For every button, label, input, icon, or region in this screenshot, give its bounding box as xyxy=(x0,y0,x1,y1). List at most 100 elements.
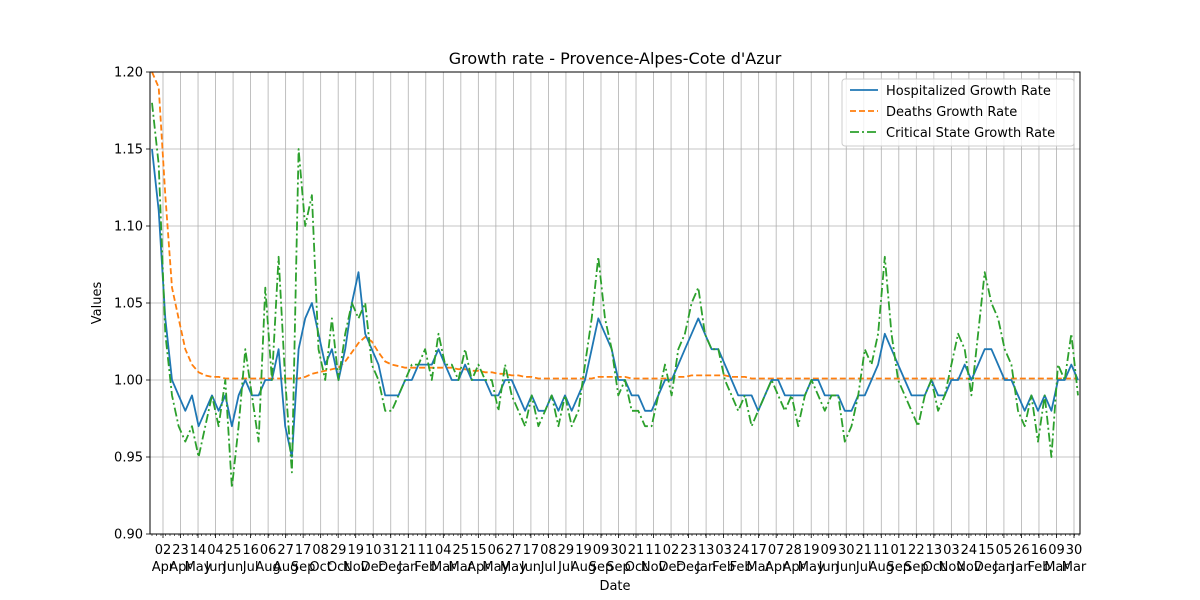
y-axis: 0.90 0.95 1.00 1.05 1.10 1.15 1.20 xyxy=(114,66,150,543)
x-tick-day: 24 xyxy=(733,543,750,558)
x-tick-day: 04 xyxy=(207,543,224,558)
x-tick-day: 31 xyxy=(382,543,399,558)
x-tick-day: 28 xyxy=(785,543,802,558)
critical-growth-line xyxy=(151,102,1079,489)
x-tick-month: May xyxy=(500,560,527,575)
x-tick-month: Dec xyxy=(676,560,701,575)
x-tick-day: 17 xyxy=(295,543,312,558)
x-tick-month: Jun xyxy=(835,560,856,575)
x-tick-day: 22 xyxy=(908,543,925,558)
x-tick-day: 23 xyxy=(172,543,189,558)
x-tick-day: 04 xyxy=(435,543,452,558)
x-tick-day: 27 xyxy=(505,543,522,558)
x-tick-day: 06 xyxy=(260,543,277,558)
deaths-growth-line xyxy=(151,72,1078,380)
x-tick-day: 26 xyxy=(1013,543,1030,558)
x-tick-month: May xyxy=(482,560,509,575)
x-tick-month: Jul xyxy=(540,560,557,575)
x-tick-day: 08 xyxy=(312,543,329,558)
x-tick-day: 02 xyxy=(155,543,172,558)
x-tick-month: Nov xyxy=(939,560,965,575)
x-tick-month: Dec xyxy=(658,560,683,575)
y-tick-label: 1.10 xyxy=(114,220,143,235)
x-axis: 02Apr23Apr14May04Jun25Jun16Jul06Aug27Aug… xyxy=(151,534,1087,575)
x-tick-day: 08 xyxy=(540,543,557,558)
x-tick-day: 15 xyxy=(978,543,995,558)
x-tick-month: Aug xyxy=(571,560,596,575)
x-tick-month: Apr xyxy=(169,560,192,575)
x-tick-month: Nov xyxy=(956,560,982,575)
x-tick-month: Mar xyxy=(449,560,474,575)
x-tick-month: Feb xyxy=(712,560,735,575)
x-tick-day: 21 xyxy=(628,543,645,558)
x-tick-day: 19 xyxy=(803,543,820,558)
x-tick-day: 17 xyxy=(750,543,767,558)
x-tick-month: Sep xyxy=(291,560,316,575)
x-tick-month: Jun xyxy=(222,560,243,575)
x-tick-day: 23 xyxy=(680,543,697,558)
y-tick-label: 1.15 xyxy=(114,143,143,158)
x-tick-day: 27 xyxy=(277,543,294,558)
x-tick-month: Aug xyxy=(255,560,280,575)
x-tick-month: Jan xyxy=(993,560,1014,575)
x-tick-day: 29 xyxy=(558,543,575,558)
chart-title: Growth rate - Provence-Alpes-Cote d'Azur xyxy=(449,49,782,68)
x-tick-day: 02 xyxy=(663,543,680,558)
x-tick-day: 21 xyxy=(400,543,417,558)
hospitalized-growth-line xyxy=(151,148,1079,458)
x-tick-month: Mar xyxy=(1062,560,1087,575)
y-tick-label: 1.05 xyxy=(114,297,143,312)
x-tick-day: 30 xyxy=(838,543,855,558)
x-tick-day: 11 xyxy=(418,543,435,558)
x-tick-month: Feb xyxy=(730,560,753,575)
x-tick-month: May xyxy=(185,560,212,575)
x-tick-day: 09 xyxy=(1048,543,1065,558)
x-tick-day: 25 xyxy=(453,543,470,558)
x-tick-month: May xyxy=(798,560,825,575)
x-tick-day: 03 xyxy=(715,543,732,558)
x-tick-day: 29 xyxy=(330,543,347,558)
x-tick-day: 19 xyxy=(347,543,364,558)
x-tick-month: Jun xyxy=(204,560,225,575)
x-tick-month: Feb xyxy=(414,560,437,575)
x-tick-month: Jan xyxy=(397,560,418,575)
x-tick-day: 03 xyxy=(943,543,960,558)
x-tick-day: 09 xyxy=(820,543,837,558)
x-tick-month: Sep xyxy=(904,560,929,575)
x-tick-month: Apr xyxy=(152,560,175,575)
x-tick-month: Sep xyxy=(589,560,614,575)
x-tick-day: 01 xyxy=(891,543,908,558)
x-tick-day: 25 xyxy=(225,543,242,558)
x-tick-month: Dec xyxy=(378,560,403,575)
x-tick-day: 21 xyxy=(855,543,872,558)
x-tick-month: Jan xyxy=(695,560,716,575)
x-tick-day: 13 xyxy=(926,543,943,558)
x-tick-month: Mar xyxy=(746,560,771,575)
x-tick-day: 05 xyxy=(996,543,1013,558)
x-tick-month: Oct xyxy=(309,560,331,575)
x-tick-month: Nov xyxy=(343,560,369,575)
x-tick-month: Mar xyxy=(1044,560,1069,575)
x-axis-label: Date xyxy=(599,579,630,594)
x-tick-month: Sep xyxy=(887,560,912,575)
x-tick-month: Aug xyxy=(273,560,298,575)
x-tick-day: 17 xyxy=(523,543,540,558)
x-tick-day: 15 xyxy=(470,543,487,558)
x-tick-month: Jul xyxy=(557,560,574,575)
x-tick-day: 09 xyxy=(593,543,610,558)
series-layer xyxy=(151,72,1079,489)
x-tick-day: 13 xyxy=(698,543,715,558)
x-tick-month: Jul xyxy=(855,560,872,575)
x-tick-month: Apr xyxy=(782,560,805,575)
legend-label-critical: Critical State Growth Rate xyxy=(886,126,1055,141)
x-tick-month: Feb xyxy=(1027,560,1050,575)
x-tick-day: 07 xyxy=(768,543,785,558)
legend: Hospitalized Growth Rate Deaths Growth R… xyxy=(841,78,1075,147)
x-tick-month: Mar xyxy=(431,560,456,575)
y-tick-label: 0.95 xyxy=(114,451,143,466)
x-tick-day: 30 xyxy=(610,543,627,558)
x-tick-day: 11 xyxy=(645,543,662,558)
y-tick-label: 1.00 xyxy=(114,374,143,389)
grid-layer xyxy=(150,71,1080,535)
